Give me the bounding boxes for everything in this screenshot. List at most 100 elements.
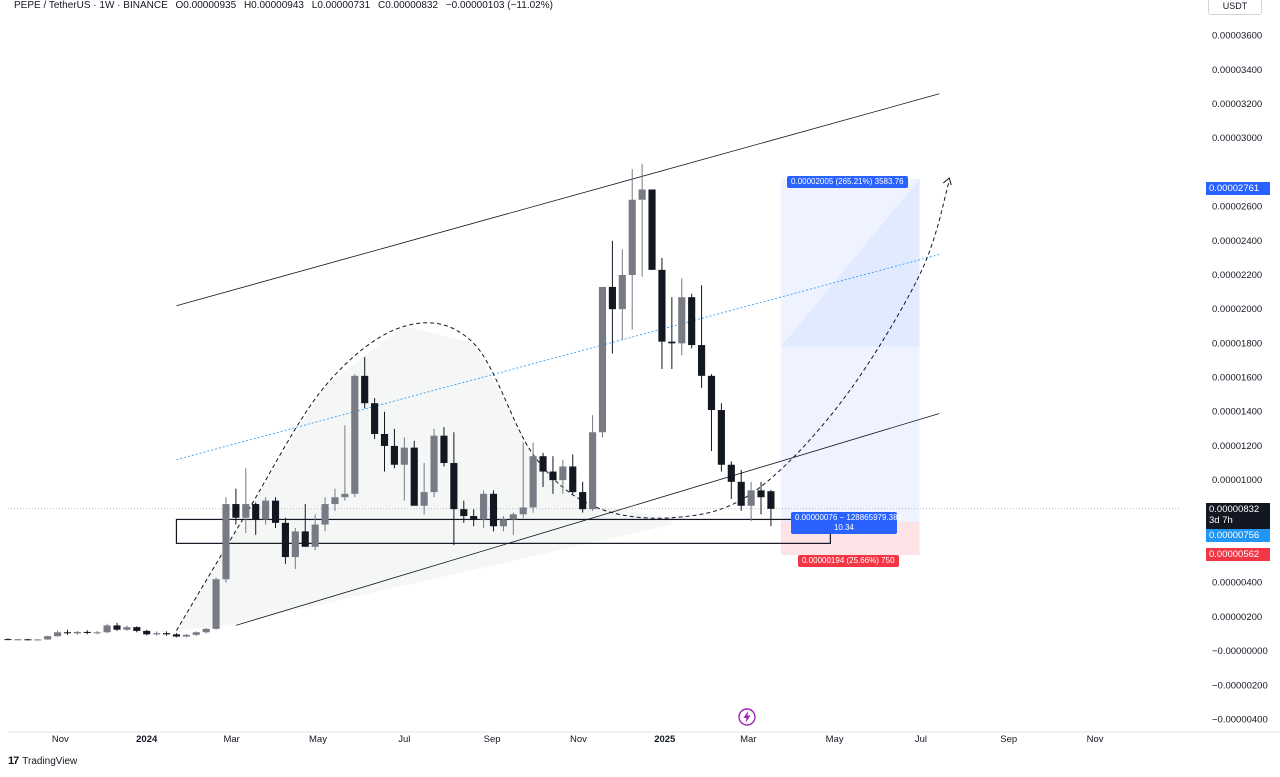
y-tick-label: 0.00003600	[1212, 31, 1262, 42]
ohlc-high: H0.00000943	[243, 0, 304, 11]
candle-body	[212, 579, 220, 629]
currency-button[interactable]: USDT	[1208, 0, 1262, 15]
candle-body	[361, 375, 369, 404]
candle-body	[371, 403, 379, 434]
x-tick-label: May	[309, 734, 327, 745]
candle-body	[301, 531, 309, 547]
candle-body	[608, 286, 616, 310]
x-tick-label: 2024	[136, 734, 158, 745]
y-tick-label: 0.00002200	[1212, 270, 1262, 281]
y-tick-label: 0.00001000	[1212, 475, 1262, 486]
candle-body	[430, 435, 438, 493]
symbol-name: PEPE / TetherUS · 1W · BINANCE	[14, 0, 168, 11]
position-center-label: 0.00000076 − 128865979.381 10.34	[791, 512, 902, 534]
price-axis[interactable]: 0.00003600 0.00003400 0.00003200 0.00003000…	[1212, 31, 1268, 726]
x-tick-label: Jul	[398, 734, 410, 745]
y-tick-label: −0.00000400	[1212, 714, 1268, 725]
lightning-icon[interactable]	[738, 708, 756, 726]
time-axis[interactable]: Nov 2024 Mar May Jul Sep Nov 2025 Mar May Jul Sep No…	[52, 734, 1104, 745]
candle-body	[628, 199, 636, 275]
tradingview-footer[interactable]: 17 TradingView	[8, 755, 77, 767]
position-center-line1: 0.00000076 − 128865979.381	[795, 513, 902, 522]
candle-body	[331, 497, 339, 505]
profit-zone	[780, 179, 920, 522]
candle-body	[53, 632, 62, 637]
candle-body	[93, 632, 101, 634]
entry-price-tag: 0.00000756	[1206, 529, 1270, 542]
candle-body	[63, 632, 72, 634]
target-price-tag: 0.00002761	[1206, 182, 1270, 195]
candle-body	[143, 630, 151, 635]
candle-body	[470, 516, 478, 520]
candle-body	[4, 639, 12, 641]
candle-body	[321, 504, 329, 525]
candle-body	[252, 504, 260, 520]
candle-body	[242, 504, 250, 518]
candle-body	[222, 504, 230, 580]
cup-arrow-head	[942, 177, 952, 186]
countdown-value: 3d 7h	[1209, 515, 1233, 526]
ohlc-open: O0.00000935	[175, 0, 237, 11]
candle-body	[499, 519, 507, 527]
x-tick-label: Nov	[570, 734, 587, 745]
candle-body	[579, 492, 587, 510]
candle-body	[83, 631, 91, 633]
candle-body	[351, 375, 359, 494]
channel-upper-line	[176, 93, 940, 307]
plot-background	[8, 10, 1180, 728]
y-tick-label: 0.00000200	[1212, 612, 1262, 623]
y-tick-label: −0.00000200	[1212, 680, 1268, 691]
candle-body	[539, 456, 547, 472]
symbol-header: PEPE / TetherUS · 1W · BINANCE O0.000009…	[14, 0, 558, 11]
candle-body	[103, 625, 111, 633]
channel-lower-line	[235, 413, 940, 626]
candle-body	[737, 481, 745, 506]
y-tick-label: 0.00003200	[1212, 99, 1262, 110]
x-tick-label: Sep	[1000, 734, 1017, 745]
x-tick-label: Sep	[484, 734, 501, 745]
candle-body	[658, 269, 666, 342]
candle-body	[192, 632, 200, 635]
profit-label: 0.00002005 (265.21%) 3583.76	[787, 176, 908, 188]
candle-body	[707, 375, 716, 411]
candle-body	[153, 633, 161, 635]
candle-body	[519, 507, 527, 515]
candle-body	[262, 500, 270, 520]
candle-body	[281, 522, 289, 558]
candle-body	[549, 471, 557, 481]
candle-body	[569, 466, 577, 493]
y-tick-label: 0.00000400	[1212, 578, 1262, 589]
candle-body	[698, 345, 706, 376]
candle-body	[638, 189, 646, 200]
candle-body	[688, 297, 696, 346]
candle-body	[311, 524, 319, 547]
candles	[4, 163, 775, 641]
y-tick-label: 0.00001400	[1212, 407, 1262, 418]
candle-body	[589, 432, 597, 510]
candle-body	[668, 341, 676, 344]
candle-body	[232, 504, 240, 518]
candle-body	[420, 492, 428, 506]
x-tick-label: Mar	[740, 734, 756, 745]
candle-body	[648, 189, 656, 270]
candle-body	[341, 493, 349, 498]
chart-grid	[8, 10, 1280, 733]
x-tick-label: May	[826, 734, 844, 745]
x-tick-label: Mar	[223, 734, 239, 745]
candle-body	[460, 509, 468, 517]
stop-price-tag: 0.00000562	[1206, 548, 1270, 561]
current-price-value: 0.00000832	[1209, 504, 1260, 515]
candle-body	[767, 491, 775, 509]
candle-body	[509, 514, 517, 520]
ohlc-change: −0.00000103 (−11.02%)	[445, 0, 553, 11]
candle-body	[34, 639, 42, 641]
tradingview-logo: 17	[8, 755, 19, 767]
current-price-tag: 0.00000832 3d 7h	[1206, 503, 1270, 529]
candle-body	[162, 633, 171, 635]
candle-body	[271, 500, 280, 523]
y-tick-label: 0.00001800	[1212, 338, 1262, 349]
candle-body	[380, 433, 389, 446]
y-tick-label: 0.00001200	[1212, 441, 1262, 452]
y-tick-label: 0.00002400	[1212, 236, 1262, 247]
